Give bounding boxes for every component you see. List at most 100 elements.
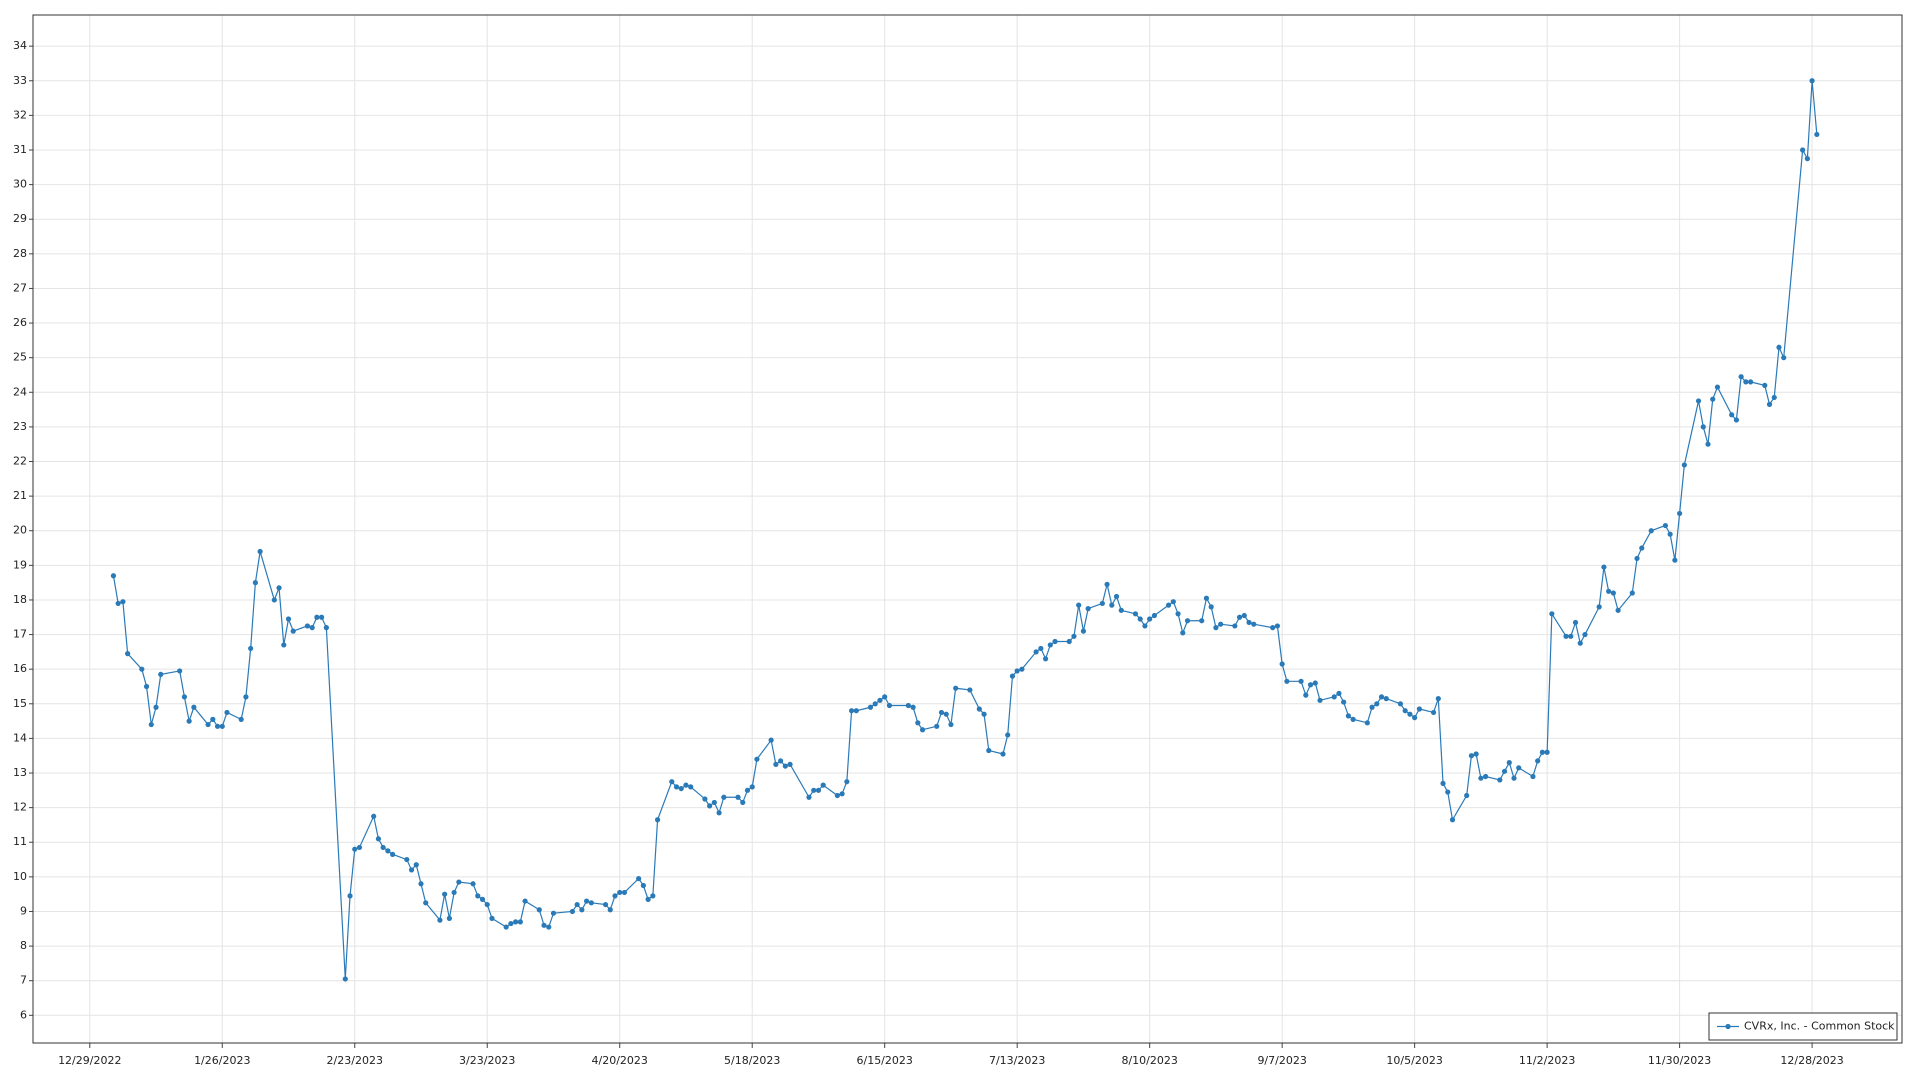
- x-tick-label: 12/28/2023: [1780, 1054, 1843, 1067]
- data-point: [602, 901, 609, 908]
- data-point: [1468, 753, 1475, 759]
- data-point: [1000, 751, 1006, 757]
- data-point: [148, 721, 154, 728]
- data-point: [1700, 424, 1706, 430]
- data-point: [1710, 396, 1716, 402]
- data-point: [1440, 780, 1446, 787]
- data-point: [948, 721, 954, 728]
- data-point: [1610, 590, 1616, 596]
- data-point: [735, 794, 741, 800]
- y-tick-label: 25: [13, 351, 27, 364]
- data-point: [1629, 590, 1635, 596]
- data-point: [484, 901, 490, 908]
- data-point: [650, 893, 656, 899]
- data-point: [210, 716, 216, 722]
- data-point: [1572, 619, 1579, 626]
- y-tick-label: 15: [13, 697, 27, 710]
- data-point: [773, 761, 779, 767]
- y-tick-label: 26: [13, 316, 27, 329]
- data-point: [1232, 623, 1238, 629]
- data-point: [219, 723, 225, 729]
- data-point: [640, 882, 646, 889]
- legend-marker: [1725, 1023, 1731, 1030]
- data-point: [1284, 678, 1290, 684]
- data-point: [413, 862, 419, 868]
- y-tick-label: 10: [13, 870, 27, 883]
- data-point: [1601, 564, 1607, 570]
- data-point: [276, 585, 282, 591]
- data-point: [1180, 630, 1186, 636]
- x-tick-label: 1/26/2023: [194, 1054, 250, 1067]
- data-point: [290, 628, 296, 634]
- data-point: [621, 889, 628, 896]
- x-tick-label: 9/7/2023: [1257, 1054, 1306, 1067]
- data-point: [806, 794, 812, 800]
- x-tick-label: 12/29/2022: [58, 1054, 121, 1067]
- data-point: [1781, 355, 1787, 361]
- data-point: [304, 623, 311, 629]
- data-point: [1113, 593, 1120, 600]
- data-point: [153, 704, 159, 710]
- data-point: [1170, 599, 1176, 605]
- data-point: [645, 896, 651, 902]
- data-point: [390, 851, 396, 857]
- x-tick-label: 6/15/2023: [856, 1054, 912, 1067]
- data-point: [479, 896, 486, 902]
- data-point: [1317, 697, 1323, 703]
- data-point: [976, 706, 982, 712]
- data-point: [683, 782, 689, 788]
- data-point: [1076, 602, 1082, 608]
- y-tick-label: 33: [13, 74, 27, 87]
- y-tick-label: 16: [13, 662, 27, 675]
- data-point: [1033, 649, 1039, 655]
- data-point: [1445, 789, 1451, 795]
- data-point: [740, 799, 746, 806]
- y-tick-label: 30: [13, 178, 27, 191]
- data-point: [1648, 528, 1654, 534]
- x-tick-label: 7/13/2023: [989, 1054, 1045, 1067]
- data-point: [1374, 701, 1380, 707]
- data-point: [375, 836, 382, 842]
- data-point: [1118, 607, 1124, 613]
- data-point: [981, 711, 987, 717]
- data-point: [503, 924, 509, 930]
- x-tick-label: 11/2/2023: [1519, 1054, 1575, 1067]
- data-point: [1132, 611, 1139, 617]
- data-point: [787, 761, 793, 767]
- data-point: [1019, 666, 1025, 672]
- y-tick-label: 31: [13, 143, 27, 156]
- data-point: [522, 898, 528, 904]
- data-point: [1535, 758, 1541, 764]
- data-point: [1416, 706, 1422, 712]
- data-point: [844, 779, 850, 785]
- data-point: [934, 723, 940, 729]
- data-point: [352, 846, 358, 852]
- data-point: [1776, 344, 1782, 350]
- data-point: [1397, 701, 1404, 707]
- data-point: [1662, 522, 1669, 529]
- data-point: [1639, 545, 1645, 551]
- data-point: [1681, 462, 1687, 468]
- data-point: [1766, 401, 1773, 407]
- data-point: [1203, 595, 1210, 601]
- data-point: [1279, 661, 1285, 667]
- data-point: [1568, 633, 1574, 639]
- data-point: [1814, 131, 1820, 138]
- data-point: [1066, 638, 1072, 645]
- x-tick-label: 2/23/2023: [327, 1054, 383, 1067]
- data-point: [1005, 732, 1011, 738]
- data-point: [1009, 673, 1016, 679]
- data-point: [1430, 709, 1437, 716]
- data-point: [1341, 699, 1347, 705]
- legend-label: CVRx, Inc. - Common Stock: [1744, 1020, 1895, 1033]
- data-point: [1042, 656, 1049, 662]
- data-point: [574, 901, 580, 908]
- data-point: [1634, 555, 1640, 562]
- data-point: [1364, 720, 1370, 726]
- data-point: [309, 625, 315, 631]
- series-line: [112, 80, 1818, 980]
- data-point: [1137, 616, 1143, 622]
- data-point: [214, 723, 221, 729]
- data-point: [1738, 374, 1744, 380]
